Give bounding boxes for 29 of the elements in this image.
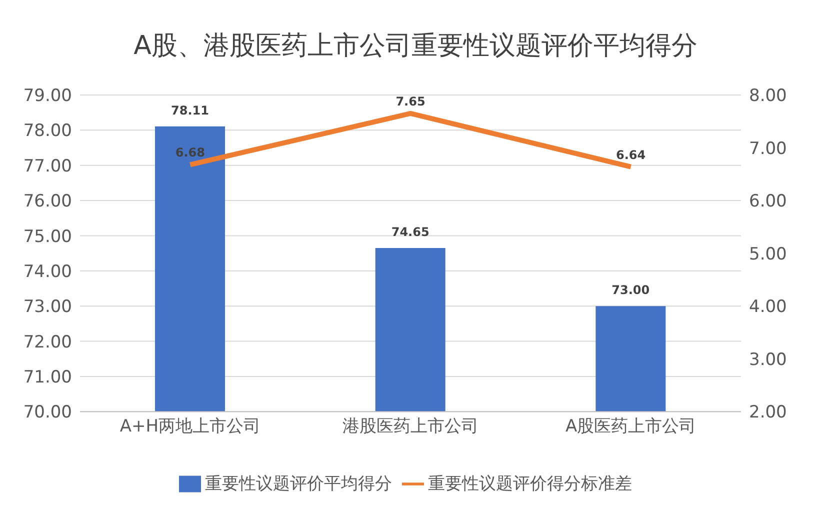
y-tick-label: 76.00 <box>23 192 72 212</box>
data-label: 7.65 <box>396 94 426 108</box>
y-tick-label: 70.00 <box>23 402 72 423</box>
y-tick-label: 71.00 <box>23 368 72 388</box>
legend-label: 重要性议题评价平均得分 <box>205 474 392 494</box>
y2-tick-label: 6.00 <box>749 192 787 212</box>
y2-tick-label: 2.00 <box>749 402 787 423</box>
data-label: 6.68 <box>175 146 205 160</box>
y-tick-label: 74.00 <box>23 262 72 282</box>
x-tick-label: 港股医药上市公司 <box>342 416 478 437</box>
chart-title: A股、港股医药上市公司重要性议题评价平均得分 <box>132 30 698 63</box>
y2-tick-label: 5.00 <box>749 244 787 264</box>
y-tick-label: 78.00 <box>23 121 72 142</box>
y-tick-label: 77.00 <box>23 156 72 176</box>
y-tick-label: 79.00 <box>23 86 72 106</box>
data-label: 73.00 <box>612 283 650 298</box>
data-label: 74.65 <box>391 225 430 240</box>
legend-label: 重要性议题评价得分标准差 <box>428 474 632 494</box>
x-tick-label: A+H两地上市公司 <box>120 416 261 437</box>
data-label: 78.11 <box>171 103 209 118</box>
y2-tick-label: 4.00 <box>749 297 787 318</box>
y-tick-label: 72.00 <box>23 332 72 352</box>
x-tick-label: A股医药上市公司 <box>566 416 696 437</box>
y2-tick-label: 8.00 <box>749 86 787 106</box>
y2-tick-label: 3.00 <box>749 350 787 370</box>
y-tick-label: 75.00 <box>23 226 72 247</box>
y2-tick-label: 7.00 <box>749 138 787 159</box>
data-label: 6.64 <box>616 148 646 162</box>
y-tick-label: 73.00 <box>23 297 72 318</box>
